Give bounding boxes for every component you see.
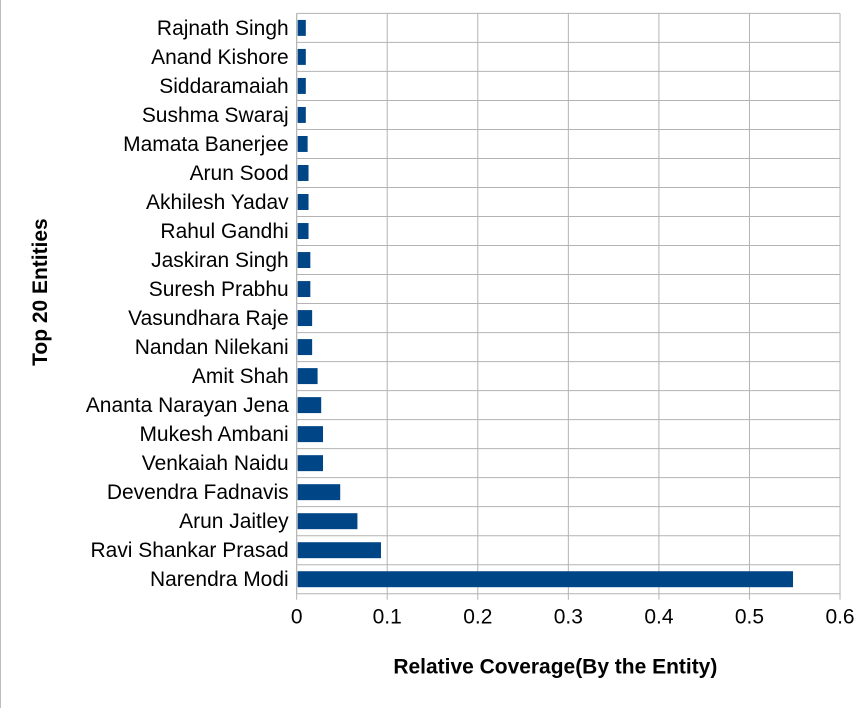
x-tick-label: 0.4 (644, 606, 673, 629)
bar (297, 542, 381, 559)
bar (297, 513, 358, 530)
bar (297, 339, 313, 356)
category-label: Suresh Prabhu (149, 278, 289, 301)
x-axis-title: Relative Coverage(By the Entity) (393, 656, 717, 679)
category-label: Amit Shah (192, 365, 289, 388)
category-label: Nandan Nilekani (135, 336, 289, 359)
bar (297, 77, 306, 94)
bar (297, 571, 794, 588)
category-label: Arun Jaitley (179, 510, 289, 533)
bar (297, 165, 309, 181)
bar (297, 397, 322, 414)
bar (297, 368, 318, 385)
bar (297, 135, 308, 152)
x-tick-label: 0.5 (735, 606, 764, 629)
bar (297, 252, 311, 269)
category-label: Vasundhara Raje (128, 307, 288, 330)
bar (297, 48, 306, 65)
category-label: Venkaiah Naidu (142, 452, 289, 475)
bar (297, 455, 324, 472)
x-tick-label: 0.2 (463, 606, 492, 629)
category-label: Mukesh Ambani (139, 423, 288, 446)
bar (297, 223, 309, 239)
bar (297, 194, 309, 210)
category-label: Sushma Swaraj (142, 104, 289, 127)
category-label: Rahul Gandhi (160, 220, 288, 243)
bars (297, 19, 794, 588)
bar (297, 19, 306, 36)
category-label: Siddaramaiah (159, 75, 288, 98)
grid-lines (296, 12, 841, 600)
category-label: Rajnath Singh (157, 17, 289, 40)
category-label: Jaskiran Singh (151, 249, 289, 272)
x-tick-label: 0 (291, 606, 303, 629)
x-tick-label: 0.6 (825, 606, 854, 629)
bar (297, 310, 313, 327)
category-label: Akhilesh Yadav (146, 191, 289, 214)
x-tick-label: 0.3 (554, 606, 583, 629)
bar (297, 484, 341, 501)
x-tick-label: 0.1 (373, 606, 402, 629)
category-label: Ananta Narayan Jena (86, 394, 289, 417)
category-label: Anand Kishore (151, 46, 289, 69)
y-axis-title: Top 20 Entities (29, 218, 52, 366)
category-label: Ravi Shankar Prasad (91, 539, 289, 562)
bar (297, 426, 324, 443)
category-labels: Rajnath Singh Anand Kishore Siddaramaiah Su… (86, 17, 289, 591)
bar (297, 281, 311, 298)
category-label: Mamata Banerjee (123, 133, 289, 156)
category-label: Narendra Modi (150, 568, 289, 591)
bar (297, 106, 306, 123)
category-label: Arun Sood (190, 162, 289, 185)
category-label: Devendra Fadnavis (107, 481, 289, 504)
x-tick-labels: 0 0.1 0.2 0.3 0.4 0.5 0.6 (291, 606, 855, 629)
